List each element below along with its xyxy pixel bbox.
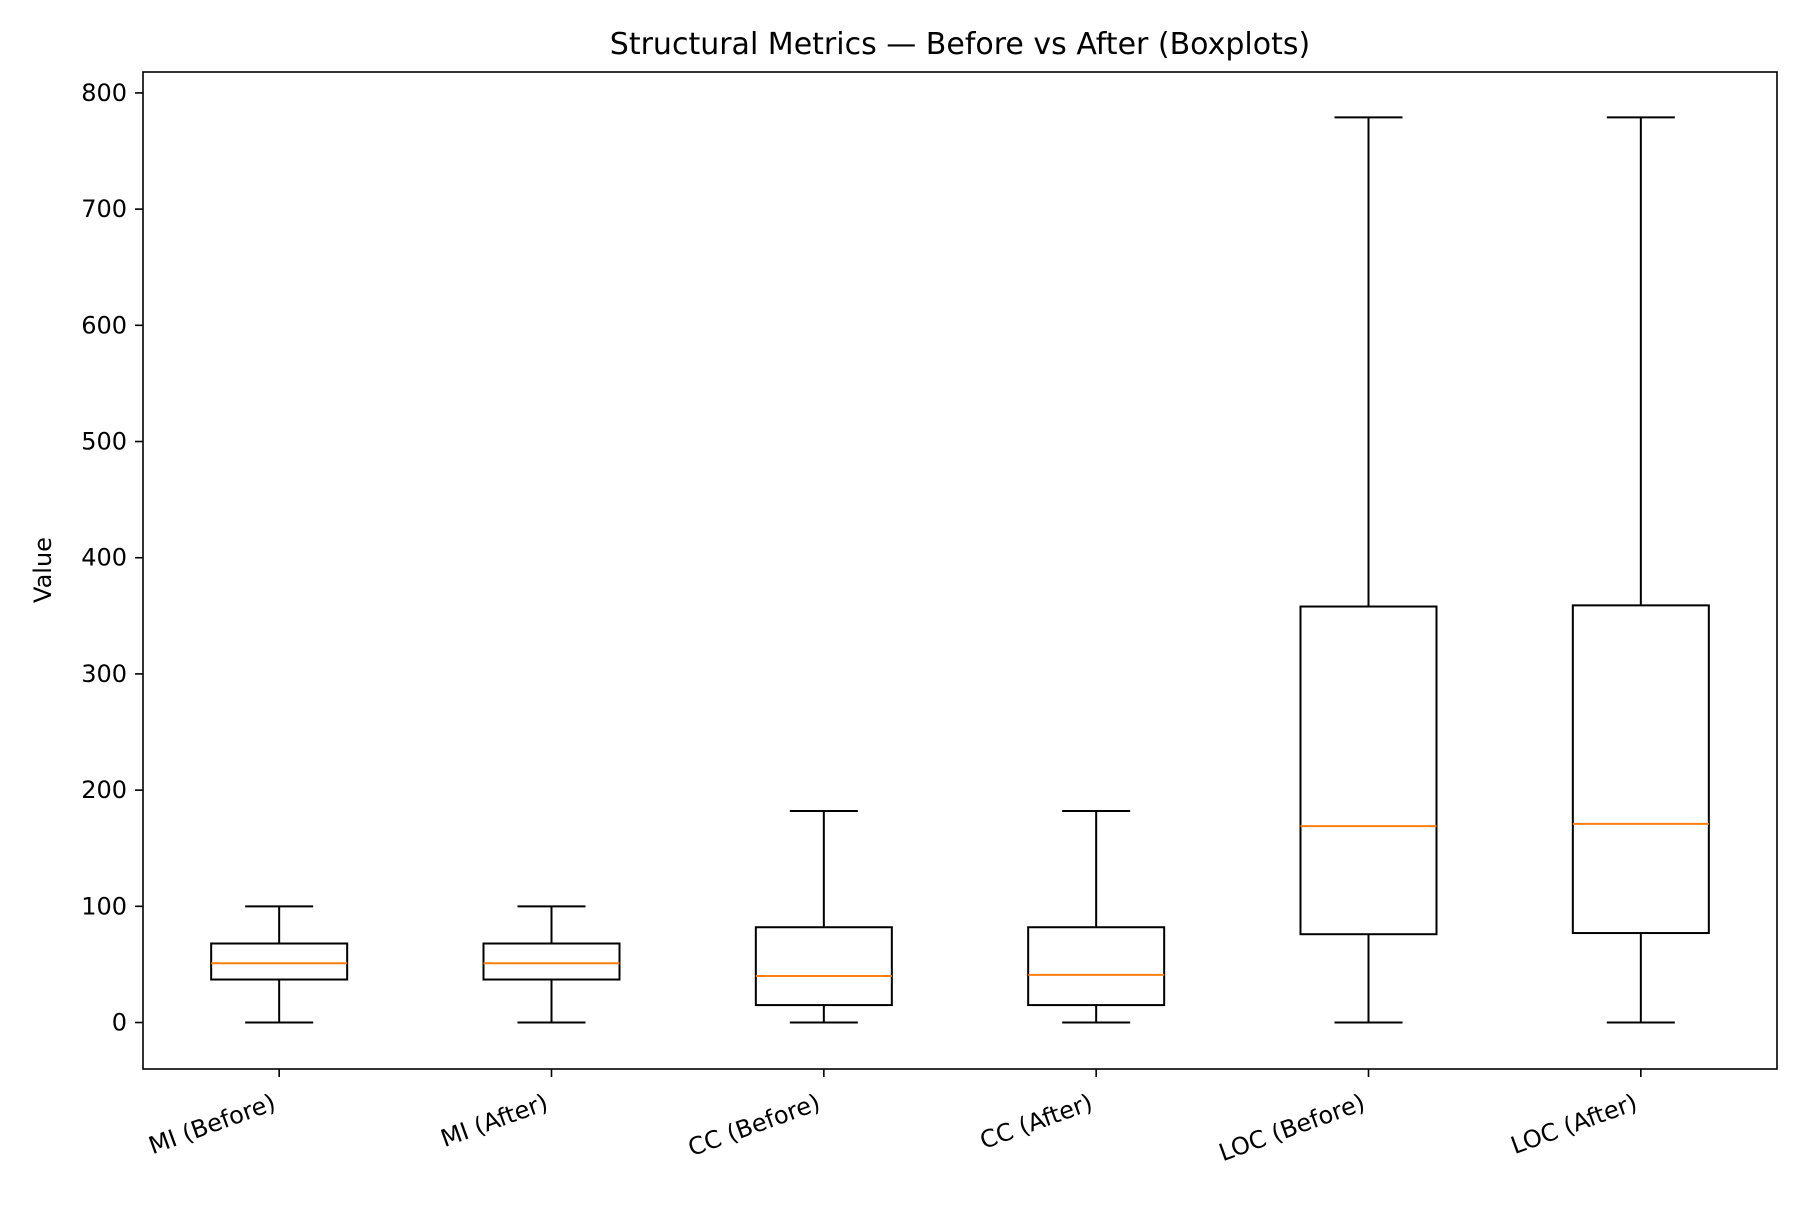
y-axis-label: Value — [29, 537, 57, 603]
x-tick-label: CC (Before) — [684, 1088, 824, 1162]
y-tick-label: 500 — [81, 428, 127, 456]
y-tick-label: 600 — [81, 311, 127, 339]
plot-frame — [142, 71, 1778, 1070]
iqr-box — [482, 942, 621, 981]
iqr-box — [754, 926, 893, 1007]
chart-title: Structural Metrics — Before vs After (Bo… — [610, 27, 1310, 62]
y-tick-label: 100 — [81, 892, 127, 920]
box-group — [1571, 116, 1710, 1024]
y-tick-label: 0 — [112, 1009, 127, 1037]
axes: 0 100 200 300 400 500 600 700 800 MI (Before) MI (… — [81, 71, 1778, 1167]
x-tick-label: LOC (Before) — [1215, 1088, 1368, 1167]
y-tick-label: 300 — [81, 660, 127, 688]
y-tick-label: 700 — [81, 195, 127, 223]
box-group — [1299, 116, 1438, 1024]
boxplot-marks — [210, 116, 1710, 1024]
y-tick-label: 800 — [81, 79, 127, 107]
x-tick-label: MI (Before) — [145, 1088, 279, 1160]
box-group — [482, 905, 621, 1024]
iqr-box — [1027, 926, 1166, 1007]
y-tick-label: 400 — [81, 544, 127, 572]
iqr-box — [1571, 604, 1710, 935]
box-group — [754, 810, 893, 1024]
x-tick-label: LOC (After) — [1507, 1088, 1641, 1160]
x-tick-label: CC (After) — [976, 1088, 1096, 1155]
x-tick-label: MI (After) — [437, 1088, 552, 1153]
y-tick-label: 200 — [81, 776, 127, 804]
iqr-box — [1299, 605, 1438, 936]
box-group — [210, 905, 349, 1024]
iqr-box — [210, 942, 349, 981]
box-group — [1027, 810, 1166, 1024]
